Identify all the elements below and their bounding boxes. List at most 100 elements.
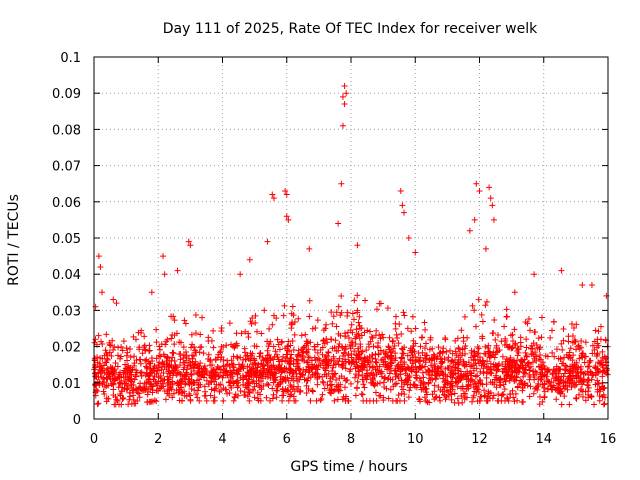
roti-point xyxy=(329,364,336,371)
roti-point xyxy=(249,315,256,322)
roti-point xyxy=(405,365,412,372)
roti-point xyxy=(368,333,375,340)
x-tick-label: 6 xyxy=(283,432,291,447)
roti-point xyxy=(424,399,431,406)
roti-point xyxy=(566,401,573,408)
roti-point xyxy=(276,346,283,353)
roti-point xyxy=(250,377,257,384)
roti-point xyxy=(282,357,289,364)
roti-point xyxy=(147,360,154,367)
roti-point xyxy=(183,373,190,380)
roti-point xyxy=(188,344,195,351)
roti-point xyxy=(329,368,336,375)
roti-point xyxy=(594,380,601,387)
roti-point xyxy=(253,380,260,387)
roti-point xyxy=(194,394,201,401)
roti-point xyxy=(398,354,405,361)
roti-point xyxy=(511,362,518,369)
y-tick-label: 0.02 xyxy=(52,341,81,356)
roti-point xyxy=(550,318,557,325)
roti-point xyxy=(433,372,440,379)
roti-point xyxy=(156,359,163,366)
roti-point xyxy=(400,350,407,357)
roti-point xyxy=(197,331,204,338)
roti-point xyxy=(333,383,340,390)
roti-point xyxy=(535,382,542,389)
roti-point xyxy=(270,343,277,350)
roti-point xyxy=(429,366,436,373)
roti-point xyxy=(217,369,224,376)
roti-point xyxy=(288,325,295,332)
roti-point xyxy=(412,354,419,361)
roti-point xyxy=(307,339,314,346)
roti-point xyxy=(420,374,427,381)
roti-point xyxy=(538,334,545,341)
roti-point xyxy=(430,351,437,358)
roti-point xyxy=(502,366,509,373)
roti-point xyxy=(218,327,225,334)
roti-point xyxy=(120,338,127,345)
roti-point xyxy=(412,325,419,332)
roti-point xyxy=(257,350,264,357)
roti-point xyxy=(110,296,117,303)
roti-point xyxy=(312,370,319,377)
roti-point xyxy=(366,328,373,335)
roti-point xyxy=(577,366,584,373)
roti-point xyxy=(498,392,505,399)
roti-point xyxy=(410,366,417,373)
roti-point xyxy=(485,342,492,349)
roti-point xyxy=(584,381,591,388)
roti-point xyxy=(397,366,404,373)
roti-point xyxy=(180,344,187,351)
roti-point xyxy=(588,282,595,289)
roti-point xyxy=(570,324,577,331)
roti-point xyxy=(164,373,171,380)
roti-point xyxy=(335,387,342,394)
roti-point xyxy=(372,389,379,396)
roti-point xyxy=(537,377,544,384)
roti-point xyxy=(442,396,449,403)
roti-point xyxy=(571,361,578,368)
roti-point xyxy=(136,394,143,401)
roti-point xyxy=(538,314,545,321)
roti-point xyxy=(183,393,190,400)
roti-point xyxy=(473,383,480,390)
roti-point xyxy=(407,384,414,391)
roti-point xyxy=(123,345,130,352)
roti-point xyxy=(108,365,115,372)
roti-point xyxy=(285,377,292,384)
roti-point xyxy=(347,345,354,352)
roti-point xyxy=(415,350,422,357)
roti-point xyxy=(392,325,399,332)
roti-point xyxy=(212,356,219,363)
roti-point xyxy=(219,374,226,381)
roti-point xyxy=(529,368,536,375)
roti-point xyxy=(100,362,107,369)
y-tick-label: 0 xyxy=(73,413,81,428)
roti-point xyxy=(181,372,188,379)
roti-point xyxy=(115,401,122,408)
roti-point xyxy=(531,376,538,383)
roti-point xyxy=(372,332,379,339)
roti-point xyxy=(501,386,508,393)
roti-point xyxy=(571,379,578,386)
roti-point xyxy=(170,350,177,357)
roti-point xyxy=(235,368,242,375)
roti-point xyxy=(238,330,245,337)
roti-point xyxy=(196,397,203,404)
roti-point xyxy=(455,345,462,352)
roti-point xyxy=(291,319,298,326)
roti-point xyxy=(483,381,490,388)
roti-point xyxy=(511,326,518,333)
roti-point xyxy=(374,367,381,374)
roti-point xyxy=(306,313,313,320)
roti-point xyxy=(354,292,361,299)
roti-point xyxy=(233,330,240,337)
roti-point xyxy=(399,363,406,370)
roti-point xyxy=(251,394,258,401)
roti-point xyxy=(482,343,489,350)
roti-point xyxy=(387,349,394,356)
roti-point xyxy=(567,345,574,352)
roti-point xyxy=(174,380,181,387)
roti-point xyxy=(328,386,335,393)
